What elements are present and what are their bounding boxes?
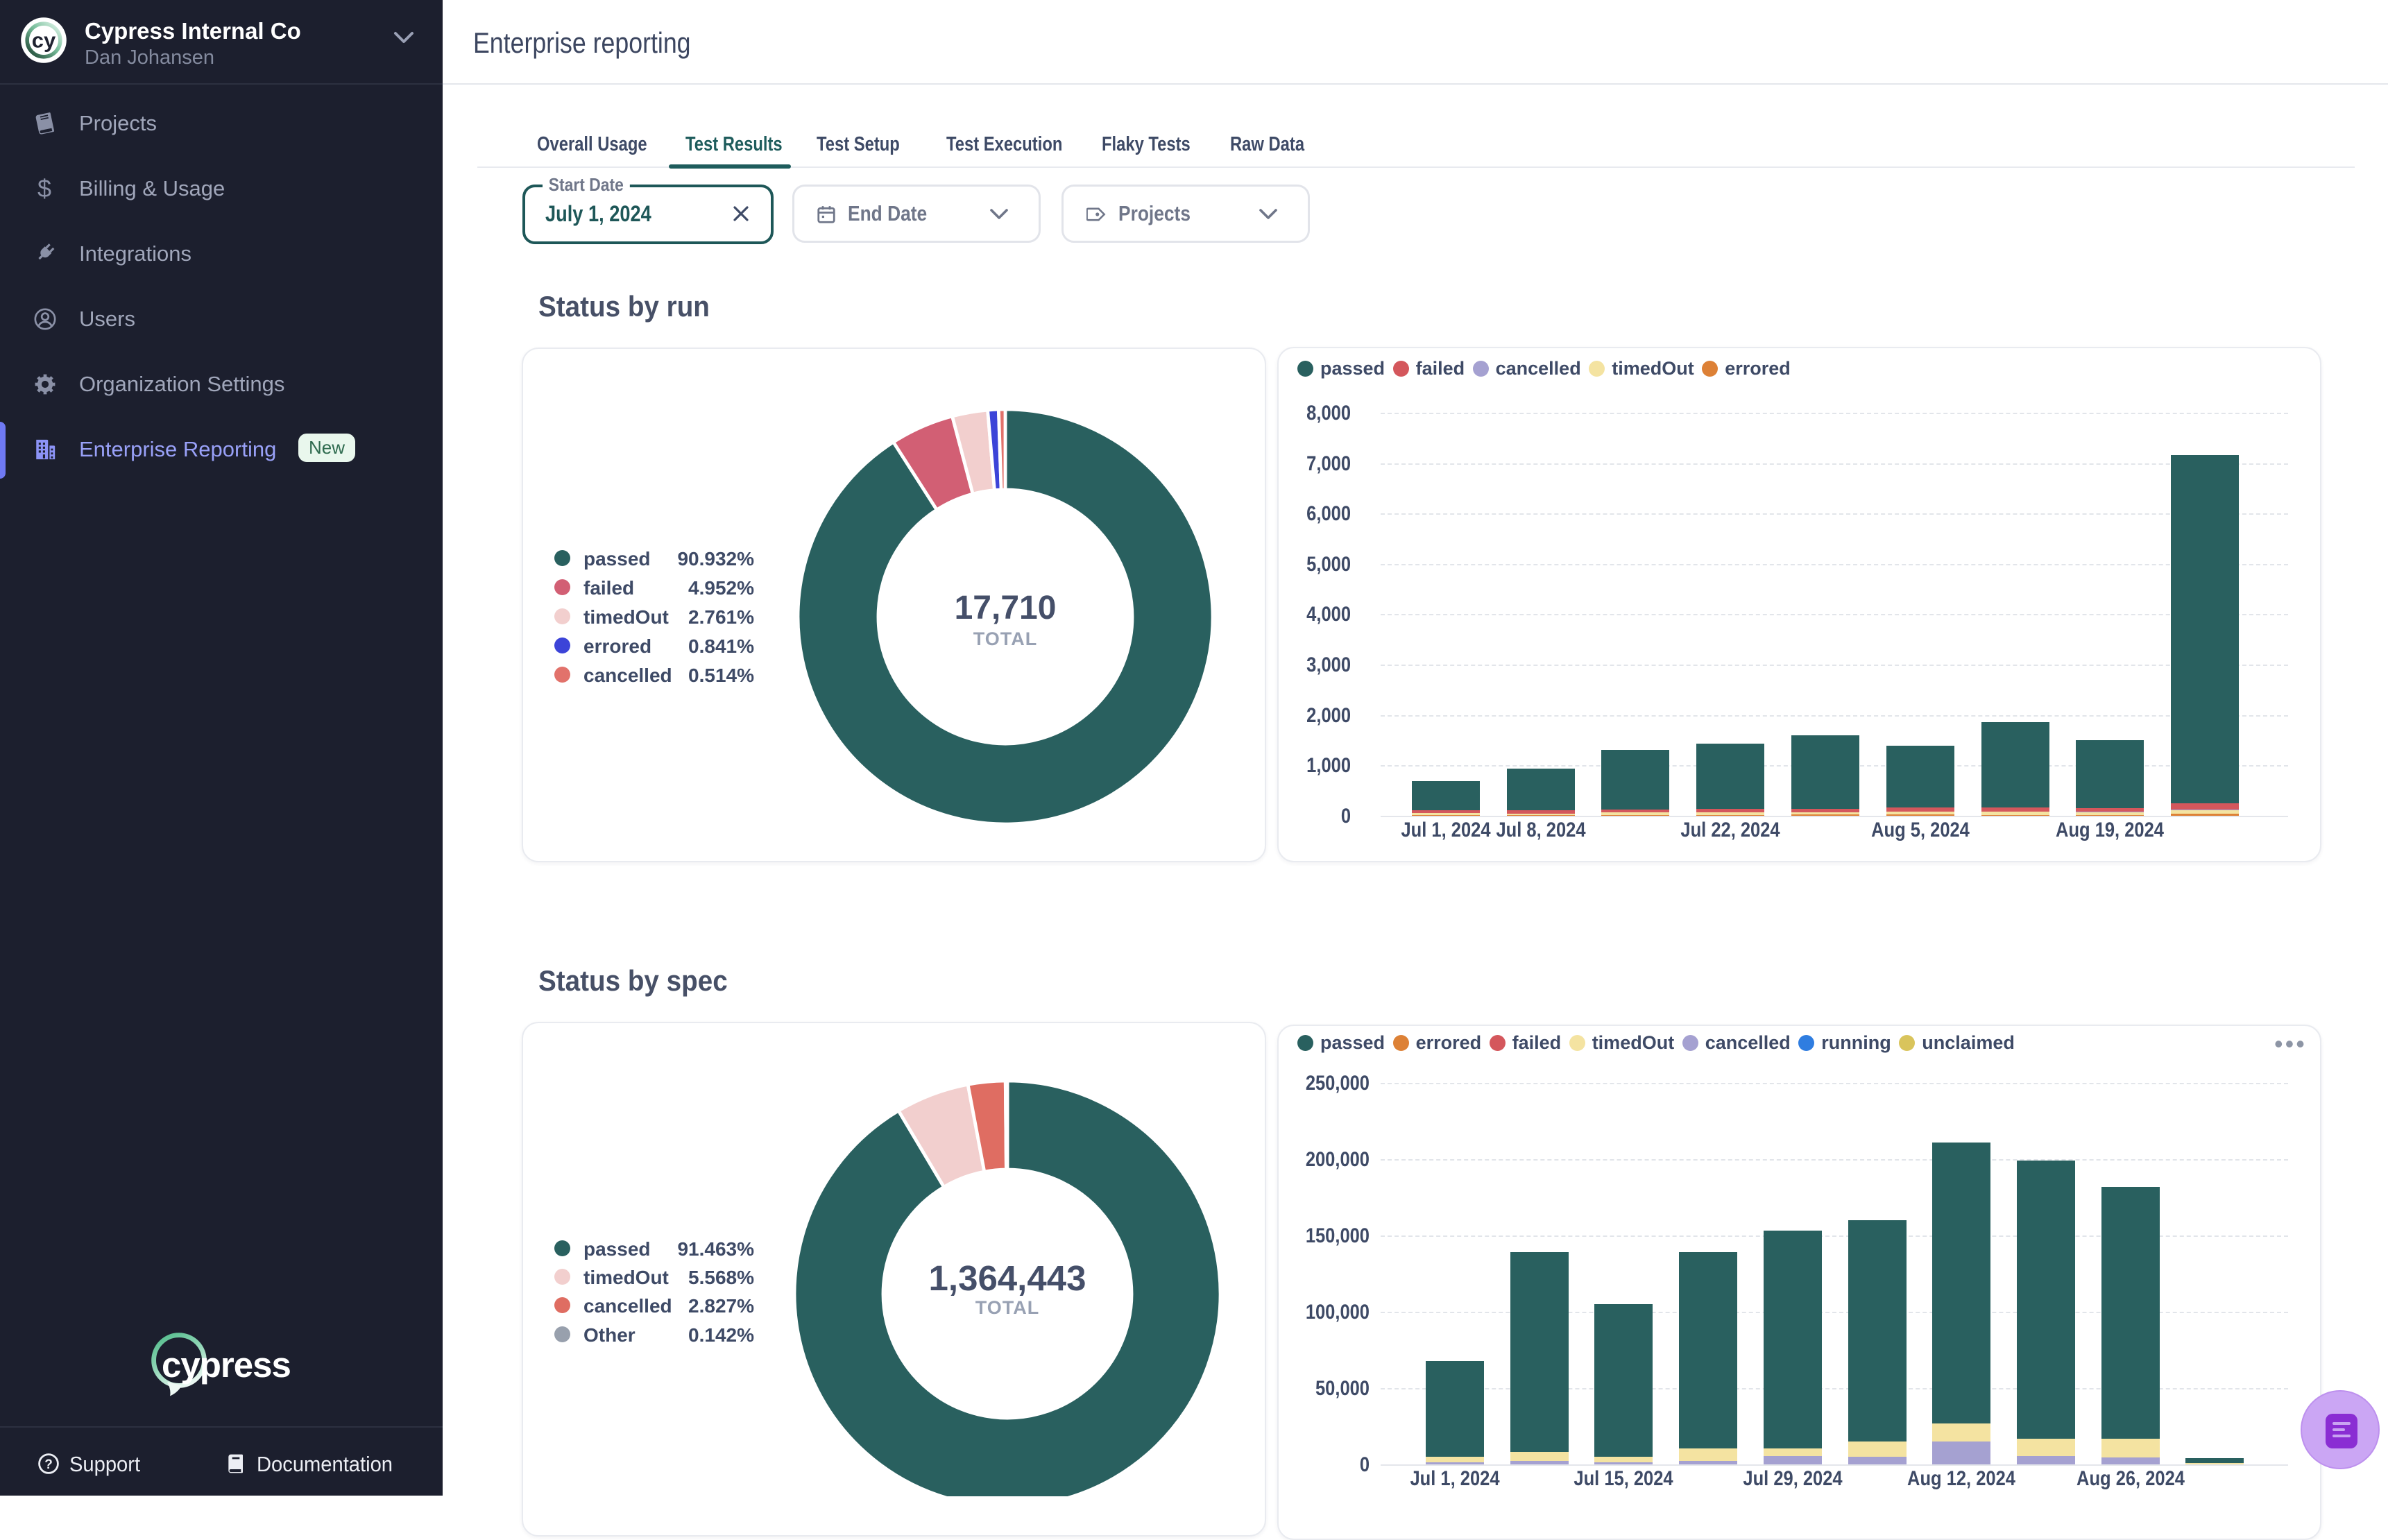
svg-text:cy: cy [32, 28, 56, 53]
svg-text:?: ? [44, 1457, 53, 1472]
svg-text:cypress: cypress [162, 1345, 291, 1385]
